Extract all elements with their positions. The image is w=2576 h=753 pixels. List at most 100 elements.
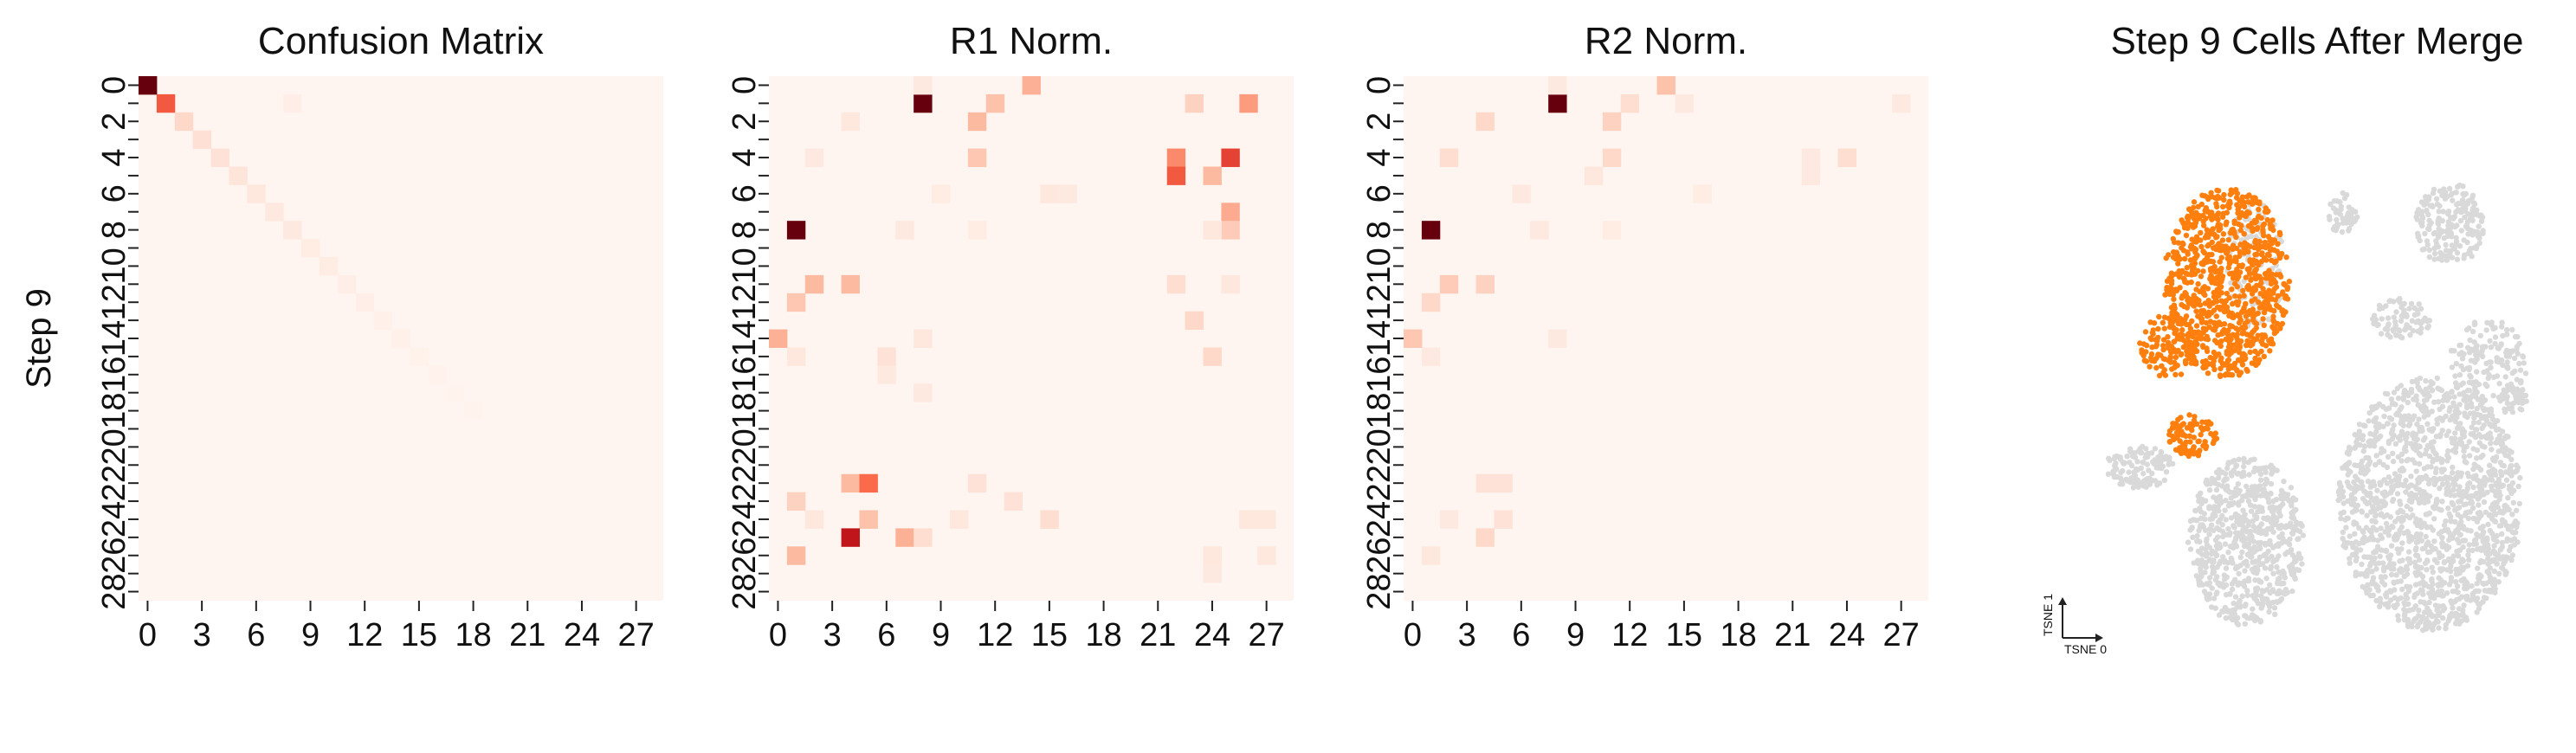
cell-point xyxy=(2457,342,2464,349)
highlighted-cell-point xyxy=(2243,274,2249,280)
cell-point xyxy=(2134,477,2141,483)
highlighted-cell-point xyxy=(2191,199,2198,205)
highlighted-cell-point xyxy=(2264,216,2270,223)
highlighted-cell-point xyxy=(2218,248,2224,254)
cell-point xyxy=(2450,197,2456,203)
highlighted-cell-point xyxy=(2284,286,2290,293)
cell-point xyxy=(2361,443,2368,450)
cell-point xyxy=(2499,428,2506,434)
cell-point xyxy=(2469,403,2475,410)
cell-point xyxy=(2271,557,2278,563)
y-tick-label: 12 xyxy=(726,284,763,320)
x-tick-label: 9 xyxy=(301,617,320,653)
cell-point xyxy=(2434,416,2440,422)
cell-point xyxy=(2508,406,2515,412)
highlighted-cell-point xyxy=(2185,249,2191,255)
cell-point xyxy=(2257,477,2264,483)
cell-point xyxy=(2265,556,2271,563)
cell-point xyxy=(2241,538,2247,544)
highlighted-cell-point xyxy=(2267,348,2273,354)
cell-point xyxy=(2235,582,2241,588)
highlighted-cell-point xyxy=(2237,253,2243,260)
cell-point xyxy=(2250,523,2256,530)
cell-point xyxy=(2222,604,2228,611)
cell-point xyxy=(2439,553,2445,559)
cell-point xyxy=(2460,380,2466,386)
cell-point xyxy=(2426,217,2432,223)
cell-point xyxy=(2458,470,2464,476)
cell-point xyxy=(2450,500,2456,506)
cell-point xyxy=(2456,409,2462,416)
cell-point xyxy=(2495,476,2502,483)
cell-point xyxy=(2379,316,2385,322)
cell-point xyxy=(2510,499,2516,505)
cell-point xyxy=(2519,391,2525,397)
cell-point xyxy=(2485,521,2491,528)
highlighted-cell-point xyxy=(2189,427,2195,434)
cell-point xyxy=(2343,461,2350,468)
cell-point xyxy=(2239,522,2245,529)
highlighted-cell-point xyxy=(2231,360,2238,367)
highlighted-cell-point xyxy=(2166,339,2172,346)
cell-point xyxy=(2423,533,2429,540)
highlighted-cell-point xyxy=(2161,325,2167,331)
cell-point xyxy=(2229,501,2236,507)
cell-point xyxy=(2196,579,2202,586)
cell-point xyxy=(2373,566,2379,572)
highlighted-cell-point xyxy=(2283,254,2289,261)
cell-point xyxy=(2461,255,2467,261)
highlighted-cell-point xyxy=(2237,293,2243,299)
cell-point xyxy=(2223,615,2229,621)
cell-point xyxy=(2216,508,2222,514)
cell-point xyxy=(2466,379,2473,385)
highlighted-cell-point xyxy=(2181,319,2187,326)
highlighted-cell-point xyxy=(2218,357,2224,364)
cell-point xyxy=(2263,469,2269,475)
cell-point xyxy=(2370,479,2377,485)
heatmap-cell xyxy=(1203,347,1222,366)
cell-point xyxy=(2411,493,2418,499)
cell-point xyxy=(2377,303,2383,310)
cell-point xyxy=(2403,477,2409,484)
highlighted-cell-point xyxy=(2263,244,2269,251)
highlighted-cell-point xyxy=(2273,284,2280,290)
cell-point xyxy=(2398,451,2405,457)
cell-point xyxy=(2473,427,2480,433)
cell-point xyxy=(2215,580,2221,587)
cell-point xyxy=(2423,621,2429,627)
highlighted-cell-point xyxy=(2227,191,2233,197)
y-tick-label: 28 xyxy=(96,573,132,609)
cell-point xyxy=(2415,479,2421,486)
highlighted-cell-point xyxy=(2231,348,2237,354)
heatmap-cell xyxy=(804,148,824,167)
cell-point xyxy=(2123,476,2129,482)
y-tick-label: 16 xyxy=(1361,357,1398,393)
y-tick-label: 10 xyxy=(726,248,763,284)
cell-point xyxy=(2480,599,2486,605)
cell-point xyxy=(2433,196,2440,202)
cell-point xyxy=(2216,561,2223,567)
cell-point xyxy=(2453,566,2459,573)
heatmap-cell xyxy=(1421,546,1441,565)
cell-point xyxy=(2435,399,2442,405)
cell-point xyxy=(2397,499,2403,505)
cell-point xyxy=(2429,444,2436,451)
heatmap-cell xyxy=(841,528,860,547)
cell-point xyxy=(2382,548,2388,554)
highlighted-cell-point xyxy=(2167,355,2173,361)
highlighted-cell-point xyxy=(2213,313,2219,319)
cell-point xyxy=(2480,538,2486,544)
y-tick-label: 8 xyxy=(96,221,132,239)
cell-point xyxy=(2474,243,2480,249)
cell-point xyxy=(2405,595,2411,602)
cell-point xyxy=(2509,512,2515,518)
cell-point xyxy=(2408,389,2415,396)
cell-point xyxy=(2413,572,2419,578)
cell-point xyxy=(2492,512,2499,518)
cell-point xyxy=(2455,183,2461,190)
heatmap-cell xyxy=(174,112,194,132)
cell-point xyxy=(2485,375,2491,382)
cell-point xyxy=(2338,515,2344,522)
highlighted-cell-point xyxy=(2187,257,2194,263)
